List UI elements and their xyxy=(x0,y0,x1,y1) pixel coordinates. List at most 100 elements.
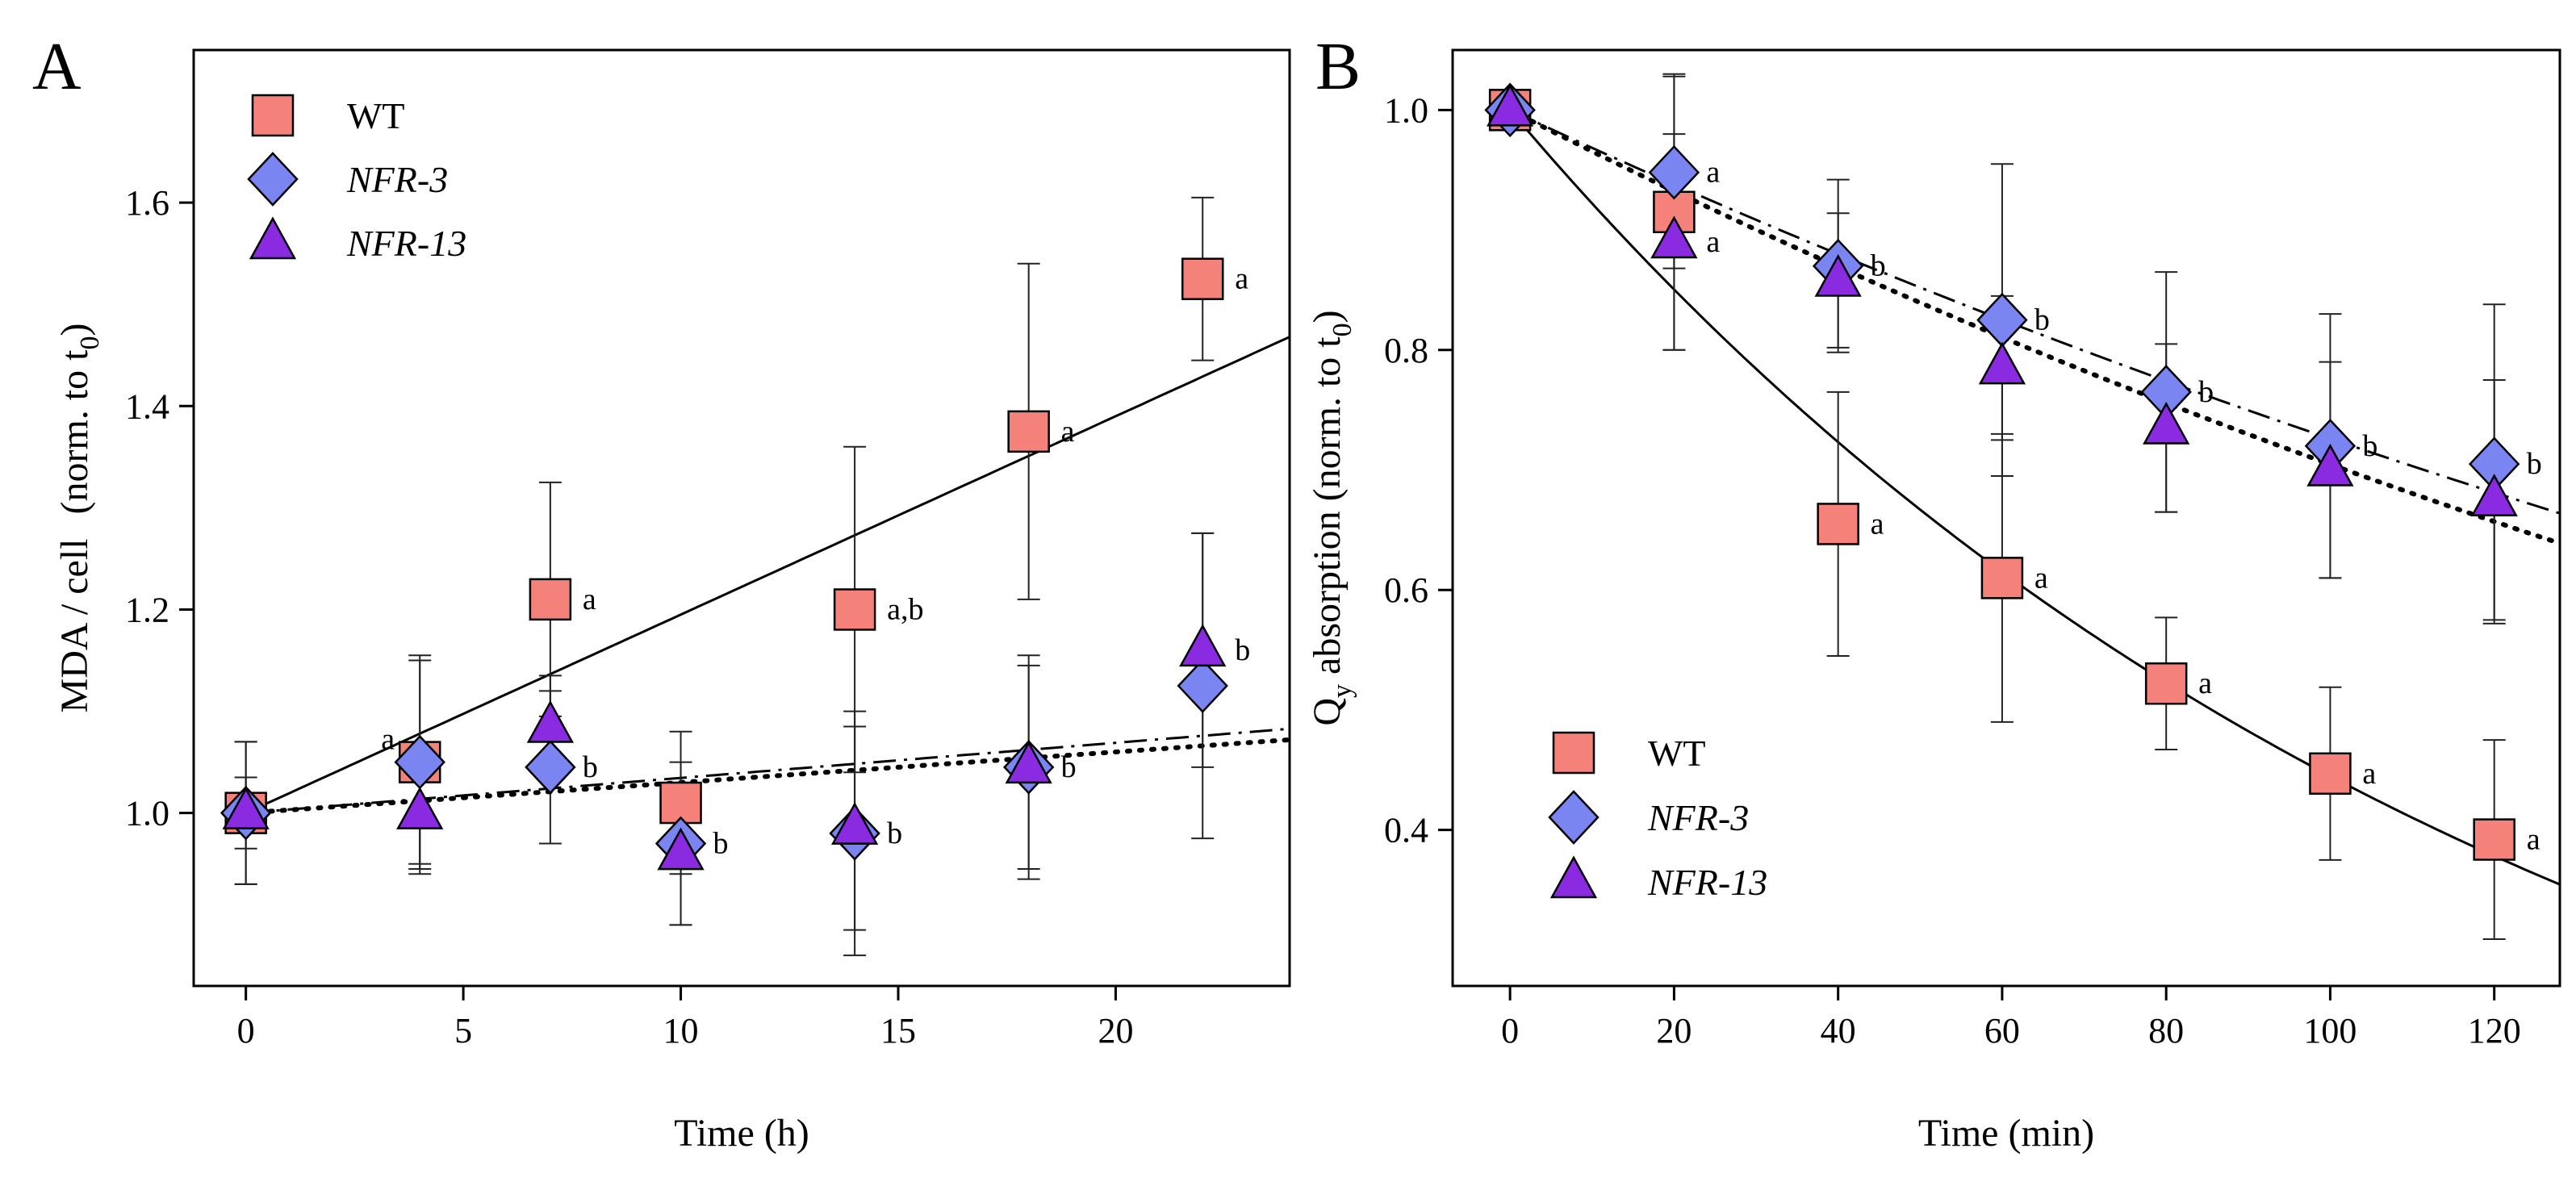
panel-b-nfr-3-legend-marker xyxy=(1548,790,1600,845)
panel-a-x-tick-label: 15 xyxy=(880,1011,916,1050)
panel-b-letter: B xyxy=(1315,29,1361,104)
panel-b-nfr-3-sig-label: a xyxy=(1706,156,1720,190)
panel-a-y-label-sub: 0 xyxy=(75,336,105,350)
panel-a-letter: A xyxy=(32,29,82,104)
panel-a-nfr-13-fit-line xyxy=(243,737,1292,816)
panel-a-wt-sig-label: a,b xyxy=(887,592,923,626)
panel-b-wt-point xyxy=(1980,557,2024,599)
panel-a-y-label-close: ) xyxy=(53,324,96,336)
panel-b-nfr-13-sig-label: a xyxy=(1706,225,1720,259)
panel-b-x-tick-label: 0 xyxy=(1501,1011,1519,1050)
panel-b-y-tick-label: 0.6 xyxy=(1384,570,1428,610)
panel-b-nfr-13-point xyxy=(2470,474,2518,516)
panel-a-x-ticks: 0 5 10 15 20 xyxy=(237,986,1133,1050)
panel-b-nfr-3-sig-label: b xyxy=(2034,303,2050,337)
panel-a-nfr-13-point xyxy=(1005,741,1052,784)
panel-a-frame xyxy=(192,48,1291,988)
panel-a-y-tick-label: 1.4 xyxy=(125,386,169,426)
panel-b-nfr-3-sig-label: b xyxy=(1871,249,1886,283)
panel-a-wt-sig-label: a xyxy=(1061,415,1075,449)
panel-a-wt-sig-label: a xyxy=(381,723,395,757)
panel-b-y-label-main: Q xyxy=(1306,698,1349,726)
panel-b-nfr-13-point xyxy=(2306,443,2354,487)
panel-a: A 0 5 10 15 20 1.0 1.2 1.4 1.6 a a a,b a a b b b b b Tim… xyxy=(32,29,1292,1155)
panel-b-annotations: a a a a a a b b b b b a xyxy=(1706,156,2541,857)
panel-b-nfr-13-point xyxy=(1650,215,1698,259)
panel-b-wt-sig-label: a xyxy=(2034,561,2048,595)
panel-b-y-tick-label: 0.4 xyxy=(1384,811,1428,850)
panel-b-wt-legend-label: WT xyxy=(1648,733,1706,774)
panel-b-x-ticks: 0 20 40 60 80 100 120 xyxy=(1501,986,2521,1050)
panel-a-x-tick-label: 10 xyxy=(663,1011,699,1050)
panel-b-wt-point xyxy=(2473,818,2515,861)
panel-a-annotations: a a a,b a a b b b b b xyxy=(381,262,1250,861)
panel-b-y-label: Qy absorption (norm. to t0) xyxy=(1306,310,1357,725)
panel-b-nfr-13-point xyxy=(1814,253,1862,297)
panel-b-nfr-13-point xyxy=(1487,83,1534,127)
panel-a-nfr-13-point xyxy=(396,787,444,829)
panel-a-wt-point xyxy=(1181,257,1224,300)
panel-b-y-label-mid: absorption (norm. to t xyxy=(1306,336,1349,684)
panel-b-nfr-3-fit-line xyxy=(1509,109,2561,515)
panel-b-wt-sig-label: a xyxy=(1871,507,1884,541)
panel-a-nfr-3-sig-label: b xyxy=(583,750,598,784)
panel-a-nfr-13-legend-label: NFR-13 xyxy=(346,223,466,264)
panel-a-wt-point xyxy=(1007,410,1050,453)
panel-b-nfr-13-point xyxy=(2143,401,2190,445)
panel-b: B 0 20 40 60 80 100 120 0.4 0.6 0.8 1.0 a a a a a a b b b… xyxy=(1306,29,2562,1155)
panel-b-legend: WT NFR-3 NFR-13 xyxy=(1548,731,1767,903)
panel-b-frame xyxy=(1451,48,2561,988)
panel-b-y-ticks: 0.4 0.6 0.8 1.0 xyxy=(1384,90,1453,850)
panel-a-nfr-3-sig-label: b xyxy=(713,826,729,860)
panel-b-nfr-3-point xyxy=(1648,144,1700,200)
panel-a-nfr-3-legend-marker xyxy=(247,152,299,207)
panel-a-wt-point xyxy=(529,578,572,621)
panel-a-nfr-3-sig-label: b xyxy=(887,817,902,850)
panel-a-nfr-3-point xyxy=(1177,658,1228,713)
panel-a-x-label: Time (h) xyxy=(674,1112,809,1155)
panel-b-nfr-13-point xyxy=(1978,341,2026,385)
panel-b-wt-sig-label: a xyxy=(2198,666,2212,700)
panel-b-y-label-sub2: 0 xyxy=(1328,323,1357,336)
panel-a-y-label-paren: (norm. to t xyxy=(53,349,96,515)
panel-b-wt-fit-line xyxy=(1508,109,2561,886)
panel-a-y-tick-label: 1.0 xyxy=(125,794,169,833)
panel-b-nfr-3-sig-label: b xyxy=(2198,375,2214,409)
panel-a-nfr-13-point xyxy=(830,801,879,845)
panel-a-markers xyxy=(220,257,1228,871)
panel-a-y-tick-label: 1.6 xyxy=(125,183,169,223)
panel-b-x-tick-label: 80 xyxy=(2148,1011,2184,1050)
panel-a-wt-sig-label: a xyxy=(1235,262,1248,296)
panel-a-wt-point xyxy=(833,588,876,631)
panel-b-wt-sig-label: a xyxy=(2362,757,2376,791)
panel-a-nfr-13-point xyxy=(526,700,575,743)
panel-b-wt-sig-label: a xyxy=(2527,823,2540,857)
panel-a-wt-sig-label: a xyxy=(583,583,596,616)
panel-b-x-tick-label: 100 xyxy=(2303,1011,2356,1050)
panel-b-wt-point xyxy=(2144,662,2188,705)
panel-a-nfr-13-point xyxy=(657,827,705,871)
panel-a-legend: WT NFR-3 NFR-13 xyxy=(247,94,466,264)
panel-b-nfr-13-legend-label: NFR-13 xyxy=(1647,862,1767,903)
panel-a-nfr-3-legend-label: NFR-3 xyxy=(346,159,448,200)
panel-b-x-label: Time (min) xyxy=(1918,1112,2094,1155)
panel-b-wt-point xyxy=(1817,503,1859,545)
panel-a-nfr-13-point xyxy=(222,787,270,829)
panel-b-x-tick-label: 20 xyxy=(1656,1011,1692,1050)
panel-a-y-label: MDA / cell (norm. to t0) xyxy=(53,324,105,713)
panel-a-nfr-13-point xyxy=(1179,624,1227,667)
panel-b-nfr-3-point xyxy=(1976,292,2028,348)
panel-b-y-tick-label: 0.8 xyxy=(1384,331,1428,370)
panel-a-y-ticks: 1.0 1.2 1.4 1.6 xyxy=(125,183,194,833)
panel-b-x-tick-label: 60 xyxy=(1984,1011,2020,1050)
panel-b-wt-point xyxy=(2309,752,2352,796)
panel-b-y-label-close: ) xyxy=(1306,310,1349,323)
panel-b-wt-legend-marker xyxy=(1552,731,1595,775)
panel-a-nfr-13-sig-label: b xyxy=(1235,633,1250,667)
panel-b-nfr-3-sig-label: b xyxy=(2362,429,2377,463)
panel-a-x-tick-label: 5 xyxy=(454,1011,472,1050)
panel-a-x-tick-label: 0 xyxy=(237,1011,255,1050)
panel-b-y-tick-label: 1.0 xyxy=(1384,90,1428,130)
panel-b-nfr-13-legend-marker xyxy=(1549,855,1598,899)
